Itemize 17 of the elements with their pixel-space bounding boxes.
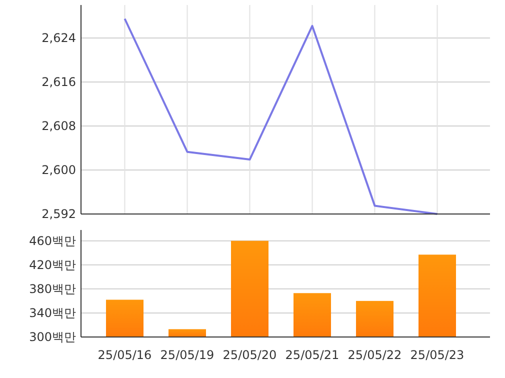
- y-tick-label: 2,624: [42, 31, 76, 46]
- x-tick-label: 25/05/19: [160, 348, 214, 362]
- x-tick-label: 25/05/20: [222, 348, 277, 362]
- y-tick-label: 2,592: [42, 207, 76, 222]
- y-tick-label: 460백만: [29, 234, 76, 248]
- y-tick-label: 340백만: [29, 306, 76, 320]
- x-tick-label: 25/05/21: [285, 348, 340, 362]
- x-tick-label: 25/05/22: [348, 348, 402, 362]
- y-tick-label: 2,600: [42, 163, 76, 178]
- y-tick-label: 420백만: [29, 258, 76, 272]
- y-tick-label: 300백만: [29, 330, 76, 344]
- y-tick-label: 2,608: [42, 119, 76, 134]
- y-tick-label: 2,616: [42, 75, 76, 90]
- x-tick-label: 25/05/16: [98, 348, 152, 362]
- line-series: [124, 18, 438, 215]
- y-tick-label: 380백만: [29, 282, 76, 296]
- x-tick-label: 25/05/23: [410, 348, 464, 362]
